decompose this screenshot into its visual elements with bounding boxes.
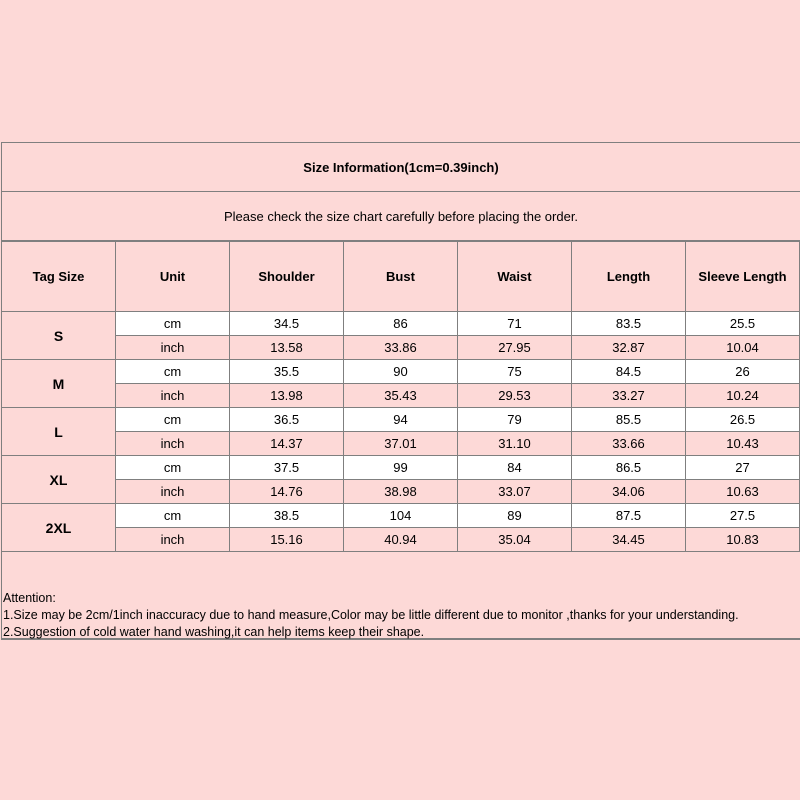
measurement-cell: 71	[457, 311, 572, 336]
measurement-cell: 34.45	[571, 527, 686, 552]
unit-cell: cm	[115, 407, 230, 432]
unit-cell: inch	[115, 479, 230, 504]
measurement-cell: 99	[343, 455, 458, 480]
measurement-cell: 86	[343, 311, 458, 336]
measurement-cell: 27.5	[685, 503, 800, 528]
tag-size: L	[1, 407, 116, 456]
measurement-cell: 26	[685, 359, 800, 384]
tag-size: XL	[1, 455, 116, 504]
unit-cell: inch	[115, 431, 230, 456]
measurement-cell: 10.43	[685, 431, 800, 456]
header-row: Tag Size Unit Shoulder Bust Waist Length Sleev…	[1, 241, 800, 312]
unit-cell: inch	[115, 335, 230, 360]
column-header: Length	[571, 241, 686, 312]
attention-line: 1.Size may be 2cm/1inch inaccuracy due t…	[3, 608, 739, 622]
measurement-cell: 33.07	[457, 479, 572, 504]
column-header: Unit	[115, 241, 230, 312]
measurement-cell: 34.06	[571, 479, 686, 504]
attention-line: 2.Suggestion of cold water hand washing,…	[3, 625, 425, 639]
tag-size: M	[1, 359, 116, 408]
table-row: inch 14.76 38.98 33.07 34.06 10.63	[2, 479, 800, 504]
measurement-cell: 25.5	[685, 311, 800, 336]
column-header: Sleeve Length	[685, 241, 800, 312]
measurement-cell: 94	[343, 407, 458, 432]
measurement-cell: 75	[457, 359, 572, 384]
table-row: 2XL cm 38.5 104 89 87.5 27.5	[1, 503, 800, 552]
unit-cell: cm	[115, 503, 230, 528]
attention-notes: Attention: 1.Size may be 2cm/1inch inacc…	[2, 552, 800, 639]
measurement-cell: 29.53	[457, 383, 572, 408]
column-header: Waist	[457, 241, 572, 312]
column-header: Tag Size	[1, 241, 116, 312]
unit-cell: cm	[115, 311, 230, 336]
unit-cell: inch	[115, 527, 230, 552]
measurement-cell: 14.37	[229, 431, 344, 456]
measurement-cell: 36.5	[229, 407, 344, 432]
measurement-cell: 38.5	[229, 503, 344, 528]
table-row: XL cm 37.5 99 84 86.5 27	[1, 455, 800, 504]
measurement-cell: 10.83	[685, 527, 800, 552]
measurement-cell: 14.76	[229, 479, 344, 504]
measurement-cell: 37.01	[343, 431, 458, 456]
measurement-cell: 34.5	[229, 311, 344, 336]
measurement-cell: 89	[457, 503, 572, 528]
measurement-cell: 104	[343, 503, 458, 528]
column-header: Shoulder	[229, 241, 344, 312]
measurement-cell: 87.5	[571, 503, 686, 528]
size-table: Tag Size Unit Shoulder Bust Waist Length Sleev…	[1, 241, 800, 552]
size-chart: Size Information(1cm=0.39inch) Please ch…	[1, 142, 800, 640]
measurement-cell: 27.95	[457, 335, 572, 360]
table-row: inch 13.58 33.86 27.95 32.87 10.04	[2, 335, 800, 360]
measurement-cell: 85.5	[571, 407, 686, 432]
measurement-cell: 35.04	[457, 527, 572, 552]
measurement-cell: 84.5	[571, 359, 686, 384]
measurement-cell: 10.63	[685, 479, 800, 504]
order-note: Please check the size chart carefully be…	[2, 192, 800, 241]
measurement-cell: 33.86	[343, 335, 458, 360]
measurement-cell: 38.98	[343, 479, 458, 504]
measurement-cell: 27	[685, 455, 800, 480]
measurement-cell: 32.87	[571, 335, 686, 360]
measurement-cell: 31.10	[457, 431, 572, 456]
table-row: inch 15.16 40.94 35.04 34.45 10.83	[2, 527, 800, 552]
unit-cell: inch	[115, 383, 230, 408]
measurement-cell: 84	[457, 455, 572, 480]
table-row: inch 13.98 35.43 29.53 33.27 10.24	[2, 383, 800, 408]
tag-size: 2XL	[1, 503, 116, 552]
measurement-cell: 35.43	[343, 383, 458, 408]
measurement-cell: 33.66	[571, 431, 686, 456]
measurement-cell: 13.98	[229, 383, 344, 408]
measurement-cell: 37.5	[229, 455, 344, 480]
measurement-cell: 90	[343, 359, 458, 384]
unit-cell: cm	[115, 359, 230, 384]
tag-size: S	[1, 311, 116, 360]
measurement-cell: 33.27	[571, 383, 686, 408]
measurement-cell: 79	[457, 407, 572, 432]
measurement-cell: 13.58	[229, 335, 344, 360]
measurement-cell: 26.5	[685, 407, 800, 432]
measurement-cell: 83.5	[571, 311, 686, 336]
measurement-cell: 10.24	[685, 383, 800, 408]
measurement-cell: 15.16	[229, 527, 344, 552]
measurement-cell: 86.5	[571, 455, 686, 480]
column-header: Bust	[343, 241, 458, 312]
attention-heading: Attention:	[3, 591, 56, 605]
table-row: inch 14.37 37.01 31.10 33.66 10.43	[2, 431, 800, 456]
chart-title: Size Information(1cm=0.39inch)	[2, 143, 800, 192]
unit-cell: cm	[115, 455, 230, 480]
measurement-cell: 40.94	[343, 527, 458, 552]
measurement-cell: 10.04	[685, 335, 800, 360]
measurement-cell: 35.5	[229, 359, 344, 384]
